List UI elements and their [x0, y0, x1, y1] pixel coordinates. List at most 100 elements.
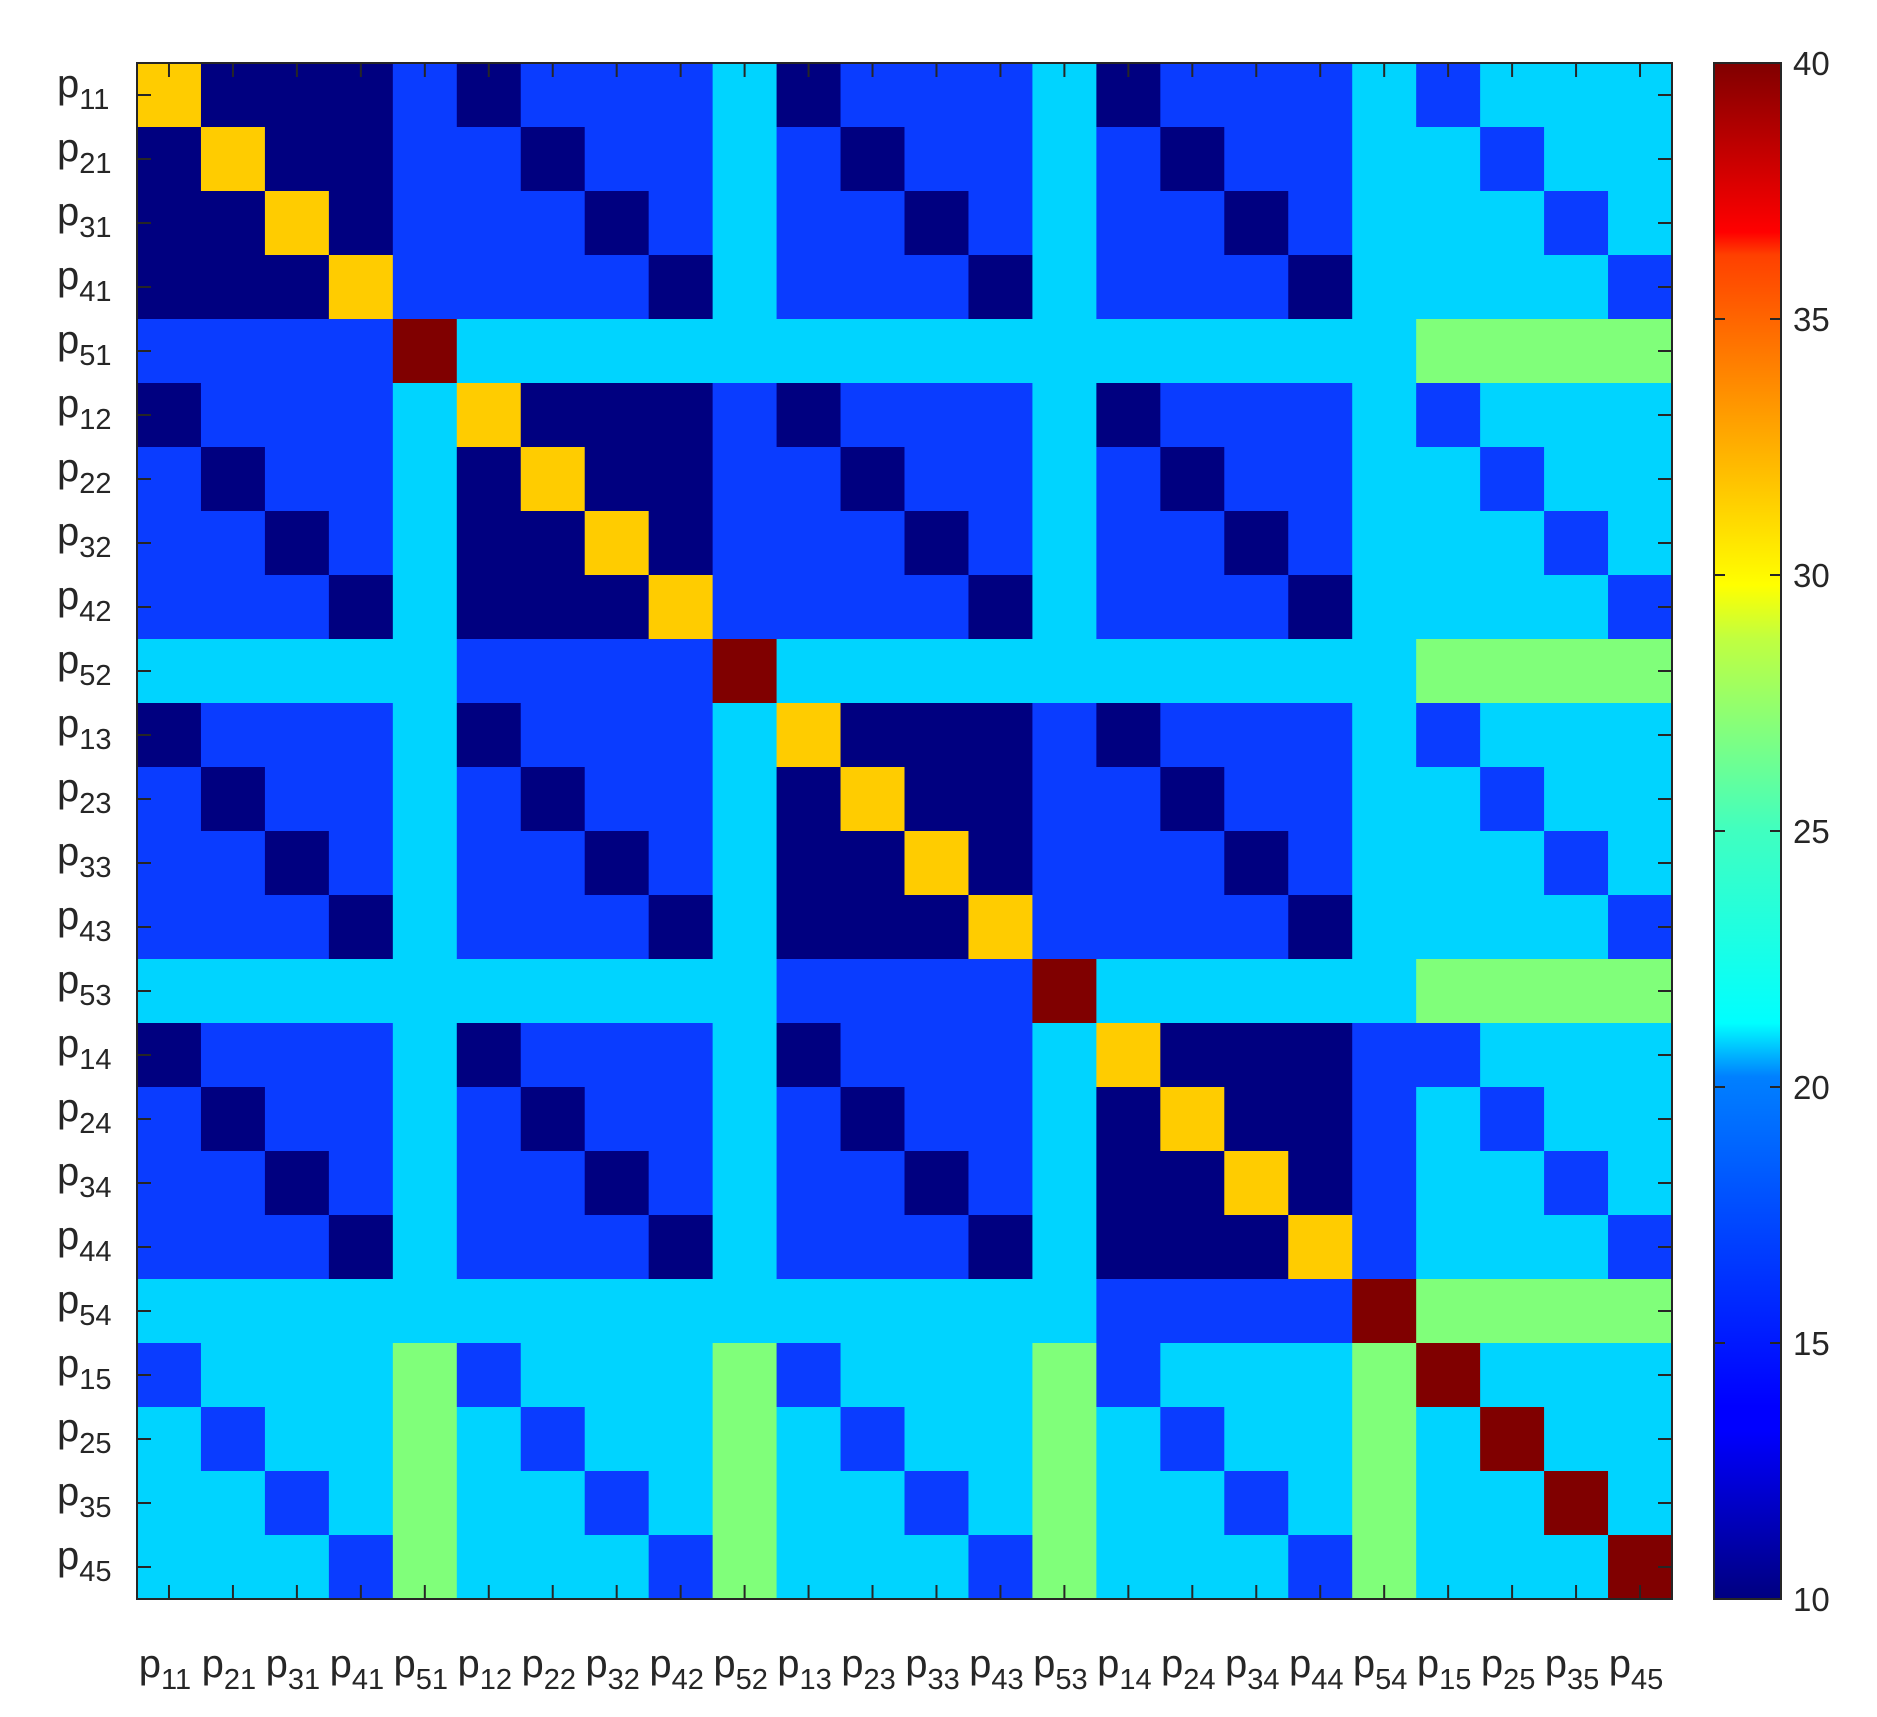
heatmap-cell-r3-c5 — [456, 255, 522, 320]
heatmap-cell-r17-c18 — [1288, 1151, 1353, 1216]
heatmap-cell-r9-c11 — [840, 639, 906, 704]
heatmap-cell-r10-c13 — [968, 703, 1034, 768]
y-tick-label-p43: p43 — [57, 894, 112, 948]
heatmap-cell-r9-c19 — [1352, 639, 1417, 704]
heatmap-cell-r13-c17 — [1224, 895, 1289, 960]
heatmap-cell-r1-c11 — [840, 127, 906, 192]
heatmap-cell-r19-c14 — [1032, 1279, 1097, 1344]
heatmap-cell-r3-c14 — [1032, 255, 1097, 320]
heatmap-cell-r17-c12 — [904, 1151, 970, 1216]
heatmap-cell-r2-c12 — [904, 191, 970, 256]
heatmap-cell-r12-c17 — [1224, 831, 1289, 896]
heatmap-cell-r19-c8 — [648, 1279, 714, 1344]
heatmap-cell-r2-c8 — [648, 191, 714, 256]
y-tick-label-p41: p41 — [57, 254, 112, 308]
heatmap-cell-r17-c15 — [1096, 1151, 1161, 1216]
heatmap-cell-r12-c20 — [1416, 831, 1481, 896]
heatmap-cell-r22-c22 — [1544, 1471, 1609, 1536]
heatmap-cell-r12-c3 — [328, 831, 394, 896]
heatmap-cell-r18-c20 — [1416, 1215, 1481, 1280]
heatmap-cell-r21-c4 — [392, 1407, 458, 1472]
heatmap-cell-r9-c8 — [648, 639, 714, 704]
heatmap-cell-r7-c15 — [1096, 511, 1161, 576]
heatmap-cell-r15-c19 — [1352, 1023, 1417, 1088]
heatmap-cell-r2-c16 — [1160, 191, 1225, 256]
heatmap-cell-r3-c3 — [328, 255, 394, 320]
heatmap-cell-r9-c10 — [776, 639, 842, 704]
heatmap-cell-r17-c16 — [1160, 1151, 1225, 1216]
heatmap-cell-r16-c22 — [1544, 1087, 1609, 1152]
heatmap-cell-r21-c20 — [1416, 1407, 1481, 1472]
heatmap-cell-r9-c6 — [520, 639, 586, 704]
x-tick-label-p22: p22 — [521, 1642, 576, 1696]
heatmap-cell-r1-c22 — [1544, 127, 1609, 192]
heatmap-cell-r14-c20 — [1416, 959, 1481, 1024]
heatmap-cell-r21-c11 — [840, 1407, 906, 1472]
heatmap-cell-r17-c8 — [648, 1151, 714, 1216]
heatmap-cell-r7-c9 — [712, 511, 778, 576]
heatmap-cell-r19-c13 — [968, 1279, 1034, 1344]
heatmap-cell-r18-c4 — [392, 1215, 458, 1280]
y-tick-label-p13: p13 — [57, 702, 112, 756]
heatmap-cell-r7-c20 — [1416, 511, 1481, 576]
heatmap-cell-r10-c10 — [776, 703, 842, 768]
heatmap-cell-r20-c13 — [968, 1343, 1034, 1408]
heatmap-cell-r8-c6 — [520, 575, 586, 640]
heatmap-cell-r18-c10 — [776, 1215, 842, 1280]
heatmap-cell-r20-c19 — [1352, 1343, 1417, 1408]
heatmap-cell-r10-c7 — [584, 703, 650, 768]
y-tick-label-p45: p45 — [57, 1534, 112, 1588]
y-tick-label-p25: p25 — [57, 1406, 112, 1460]
heatmap-cell-r22-c6 — [520, 1471, 586, 1536]
heatmap-cell-r10-c11 — [840, 703, 906, 768]
heatmap-cell-r22-c8 — [648, 1471, 714, 1536]
heatmap-cell-r15-c9 — [712, 1023, 778, 1088]
colorbar-tick-label-35: 35 — [1793, 301, 1830, 338]
heatmap-cell-r14-c11 — [840, 959, 906, 1024]
heatmap-cell-r10-c14 — [1032, 703, 1097, 768]
heatmap-cell-r11-c5 — [456, 767, 522, 832]
heatmap-cell-r6-c3 — [328, 447, 394, 512]
heatmap-cell-r15-c16 — [1160, 1023, 1225, 1088]
heatmap-cell-r11-c10 — [776, 767, 842, 832]
heatmap-cell-r10-c3 — [328, 703, 394, 768]
heatmap-cell-r13-c22 — [1544, 895, 1609, 960]
heatmap-cell-r20-c7 — [584, 1343, 650, 1408]
heatmap-cell-r16-c16 — [1160, 1087, 1225, 1152]
heatmap-cell-r10-c20 — [1416, 703, 1481, 768]
y-tick-label-p33: p33 — [57, 830, 112, 884]
colorbar-tick-label-15: 15 — [1793, 1325, 1830, 1362]
heatmap-cell-r11-c3 — [328, 767, 394, 832]
heatmap-cell-r10-c16 — [1160, 703, 1225, 768]
heatmap-cell-r14-c18 — [1288, 959, 1353, 1024]
heatmap-cell-r4-c18 — [1288, 319, 1353, 384]
heatmap-cell-r4-c6 — [520, 319, 586, 384]
heatmap-cell-r16-c2 — [264, 1087, 330, 1152]
heatmap-cell-r10-c21 — [1480, 703, 1545, 768]
heatmap-cell-r18-c7 — [584, 1215, 650, 1280]
heatmap-cell-r3-c8 — [648, 255, 714, 320]
heatmap-cell-r9-c17 — [1224, 639, 1289, 704]
heatmap-cell-r15-c21 — [1480, 1023, 1545, 1088]
heatmap-cell-r11-c14 — [1032, 767, 1097, 832]
heatmap-cell-r15-c1 — [200, 1023, 266, 1088]
heatmap-cell-r7-c2 — [264, 511, 330, 576]
heatmap-cell-r2-c20 — [1416, 191, 1481, 256]
heatmap-cell-r21-c12 — [904, 1407, 970, 1472]
heatmap-cell-r16-c11 — [840, 1087, 906, 1152]
heatmap-cell-r6-c15 — [1096, 447, 1161, 512]
heatmap-cell-r11-c22 — [1544, 767, 1609, 832]
heatmap-cell-r2-c15 — [1096, 191, 1161, 256]
heatmap-cell-r20-c4 — [392, 1343, 458, 1408]
heatmap-cell-r8-c5 — [456, 575, 522, 640]
heatmap-cell-r7-c1 — [200, 511, 266, 576]
heatmap-cell-r8-c15 — [1096, 575, 1161, 640]
heatmap-cell-r10-c4 — [392, 703, 458, 768]
heatmap-cell-r1-c19 — [1352, 127, 1417, 192]
heatmap-cell-r5-c2 — [264, 383, 330, 448]
heatmap-cell-r11-c15 — [1096, 767, 1161, 832]
y-tick-label-p31: p31 — [57, 190, 112, 244]
heatmap-cell-r6-c20 — [1416, 447, 1481, 512]
heatmap-cell-r8-c21 — [1480, 575, 1545, 640]
heatmap-cell-r14-c6 — [520, 959, 586, 1024]
